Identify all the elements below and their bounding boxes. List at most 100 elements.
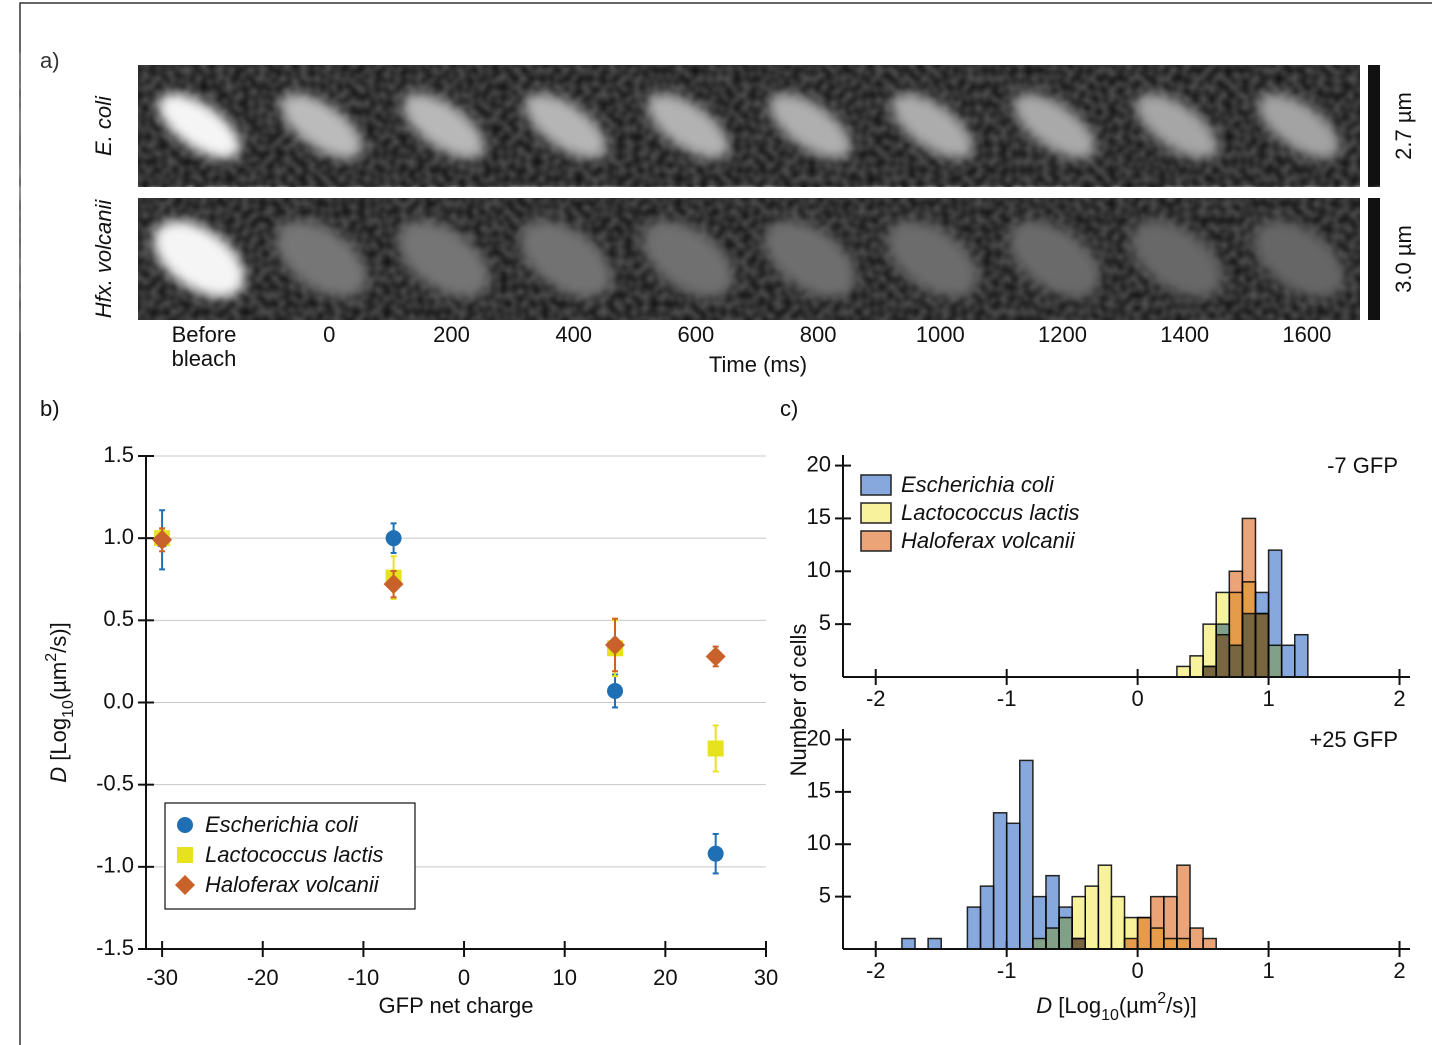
- time-label: 1600: [1282, 322, 1331, 347]
- y-axis-label: D [Log10(µm2/s)]: [43, 622, 77, 782]
- hist-bar: [1149, 895, 1165, 950]
- x-tick-label: 2: [1393, 686, 1405, 711]
- cell-image: [891, 93, 974, 159]
- scale-label: 3.0 µm: [1391, 225, 1416, 293]
- hist-bar: [1280, 644, 1296, 678]
- annotation: +25 GFP: [1309, 727, 1398, 752]
- hist-bar: [1202, 937, 1217, 950]
- label-part: [Log: [46, 718, 71, 767]
- hist-bar: [1032, 937, 1047, 950]
- time-label: 1200: [1038, 322, 1087, 347]
- cell-image: [1135, 93, 1218, 159]
- cell-image: [768, 93, 852, 159]
- hist-bar: [1202, 665, 1217, 678]
- hist-bar: [1189, 927, 1204, 950]
- legend-swatch: [860, 530, 892, 552]
- time-label: 600: [678, 322, 715, 347]
- cell-image: [157, 93, 241, 159]
- x-tick-label: 0: [1132, 958, 1144, 983]
- point: [607, 682, 624, 699]
- legend-marker: [177, 817, 193, 833]
- row-label: E. coli: [91, 95, 116, 156]
- cell-image: [886, 220, 979, 298]
- hist-bar: [1176, 665, 1191, 678]
- point: [705, 646, 726, 667]
- x-axis-label: D [Log10(µm2/s)]: [1036, 990, 1196, 1024]
- legend-label: Escherichia coli: [205, 812, 359, 837]
- x-tick-label: -2: [866, 686, 886, 711]
- x-tick-label: 1: [1262, 958, 1274, 983]
- legend-label: Haloferax volcanii: [901, 528, 1076, 553]
- legend-label: Lactococcus lactis: [205, 842, 384, 867]
- point: [707, 845, 724, 862]
- hist-bar: [1005, 822, 1021, 950]
- legend-label: Haloferax volcanii: [205, 872, 380, 897]
- hist-bar: [979, 885, 995, 950]
- cell-image: [397, 220, 490, 298]
- x-tick-label: -1: [997, 686, 1017, 711]
- scale-bar: [1368, 65, 1380, 187]
- label-part: /s)]: [1166, 993, 1197, 1018]
- hist-bar: [1071, 937, 1087, 950]
- annotation: -7 GFP: [1327, 453, 1398, 478]
- label-part: (µm: [46, 662, 71, 700]
- legend-swatch: [860, 474, 892, 496]
- legend-swatch: [860, 502, 892, 524]
- x-tick-label: 2: [1393, 958, 1405, 983]
- hist-bar: [1123, 937, 1139, 950]
- cell-image: [280, 93, 363, 159]
- y-tick-label: 15: [807, 778, 831, 803]
- x-tick-label: 20: [653, 965, 677, 990]
- label-part: (µm: [1119, 993, 1157, 1018]
- panel-label: a): [40, 48, 60, 73]
- y-tick-label: 1.0: [103, 524, 134, 549]
- x-tick-label: 1: [1262, 686, 1274, 711]
- cell-image: [1130, 220, 1223, 298]
- cell-image: [524, 93, 607, 159]
- point: [383, 574, 404, 595]
- y-tick-label: -0.5: [96, 770, 134, 795]
- hist-bar: [1058, 916, 1073, 950]
- x-tick-label: -2: [866, 958, 886, 983]
- cell-image: [764, 220, 857, 298]
- legend-box: [164, 802, 416, 910]
- scale-label: 2.7 µm: [1391, 92, 1416, 160]
- y-tick-label: 15: [807, 504, 831, 529]
- hist-bar: [1163, 895, 1178, 950]
- cell-image: [1252, 220, 1345, 298]
- hist-bar: [966, 906, 982, 950]
- frame-border: [19, 2, 1432, 1045]
- point: [707, 740, 724, 757]
- label-part: 2: [43, 653, 60, 662]
- x-tick-label: 0: [458, 965, 470, 990]
- hist-bar: [1097, 864, 1113, 950]
- hist-bar: [1267, 644, 1283, 678]
- y-tick-label: 10: [807, 830, 831, 855]
- y-tick-label: -1.0: [96, 853, 134, 878]
- row-label: Hfx. volcanii: [91, 199, 116, 319]
- y-tick-label: 5: [819, 882, 831, 907]
- legend-marker: [177, 847, 193, 863]
- legend-label: Escherichia coli: [901, 472, 1055, 497]
- cell-image: [1013, 93, 1096, 159]
- x-tick-label: -20: [247, 965, 279, 990]
- x-tick-label: -30: [146, 965, 178, 990]
- hist-bar: [992, 812, 1008, 950]
- panel-label: b): [40, 396, 60, 421]
- hist-bar: [1176, 864, 1191, 950]
- label-part: 2: [1157, 990, 1166, 1007]
- time-axis-label: Time (ms): [709, 352, 807, 377]
- y-tick-label: 20: [807, 725, 831, 750]
- time-label: 0: [323, 322, 335, 347]
- y-tick-label: 20: [807, 451, 831, 476]
- label-part: 10: [1101, 1007, 1119, 1024]
- time-label: 400: [555, 322, 592, 347]
- y-axis-label: Number of cells: [786, 624, 811, 777]
- hist-bar: [1084, 885, 1100, 950]
- y-tick-label: 0.5: [103, 606, 134, 631]
- hist-bar: [1241, 517, 1257, 678]
- time-label: 1000: [916, 322, 965, 347]
- hist-bar: [1228, 570, 1244, 678]
